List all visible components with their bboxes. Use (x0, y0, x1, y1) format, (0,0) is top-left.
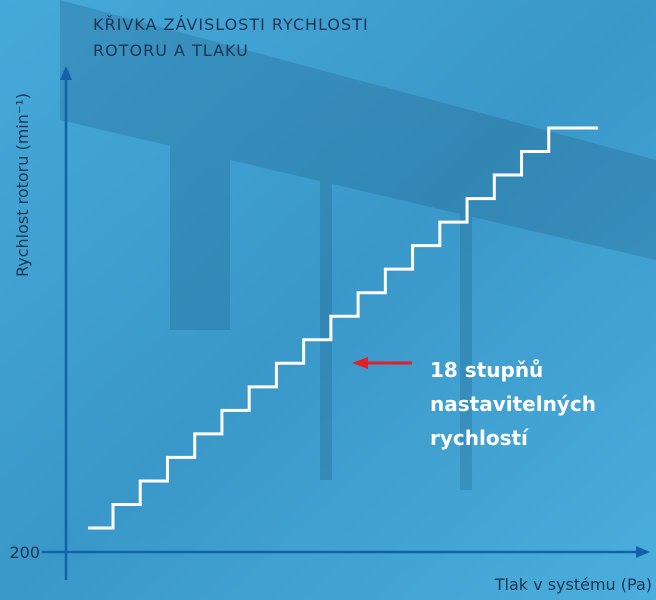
annotation-arrowhead (352, 357, 368, 369)
annotation-line: rychlostí (430, 426, 529, 450)
annotation-line: nastavitelných (430, 392, 596, 416)
y-axis-arrow (60, 66, 72, 80)
x-axis-arrow (636, 546, 650, 558)
x-axis-label: Tlak v systému (Pa) (494, 575, 652, 594)
y-start-label: 200 (9, 543, 40, 562)
background-photo (60, 0, 656, 490)
annotation-line: 18 stupňů (430, 358, 543, 382)
title-line: ROTORU A TLAKU (93, 41, 249, 60)
step-curve (88, 126, 598, 530)
title-line: KŘIVKA ZÁVISLOSTI RYCHLOSTI (93, 15, 369, 34)
y-axis-label: Rychlost rotoru (min⁻¹) (13, 93, 32, 277)
